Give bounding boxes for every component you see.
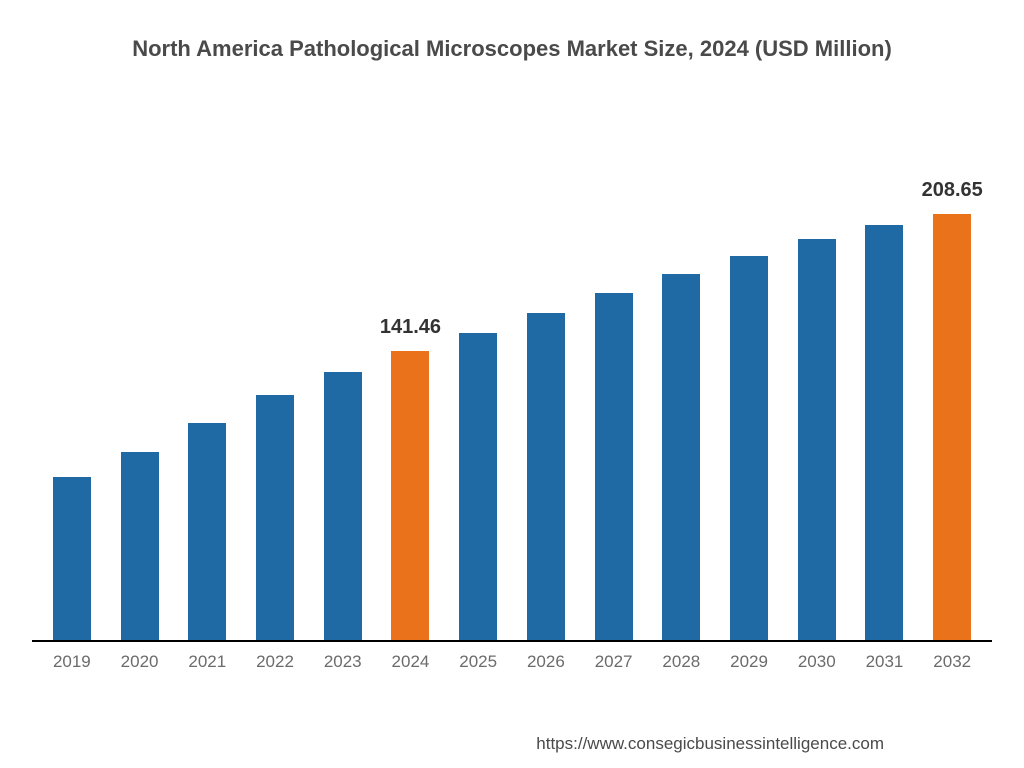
x-axis-label: 2030 xyxy=(783,652,851,672)
x-axis-label: 2021 xyxy=(173,652,241,672)
x-axis-labels: 2019202020212022202320242025202620272028… xyxy=(32,642,992,672)
chart-container: North America Pathological Microscopes M… xyxy=(32,36,992,696)
bar-slot: 141.46 xyxy=(377,112,445,640)
bar xyxy=(527,313,565,640)
bar xyxy=(798,239,836,640)
bar xyxy=(324,372,362,640)
bar xyxy=(391,351,429,640)
x-axis-label: 2025 xyxy=(444,652,512,672)
bar-slot xyxy=(106,112,174,640)
bar-slot xyxy=(783,112,851,640)
bar-slot xyxy=(715,112,783,640)
bar xyxy=(188,423,226,640)
bar-value-label: 208.65 xyxy=(922,179,983,202)
bar xyxy=(865,225,903,640)
bar-slot xyxy=(512,112,580,640)
x-axis-label: 2028 xyxy=(647,652,715,672)
x-axis-label: 2023 xyxy=(309,652,377,672)
x-axis-label: 2032 xyxy=(918,652,986,672)
bar-slot xyxy=(38,112,106,640)
chart-title: North America Pathological Microscopes M… xyxy=(32,36,992,62)
bar xyxy=(121,452,159,640)
source-url: https://www.consegicbusinessintelligence… xyxy=(536,734,884,754)
x-axis-label: 2024 xyxy=(377,652,445,672)
x-axis-label: 2031 xyxy=(851,652,919,672)
bar xyxy=(730,256,768,640)
bar xyxy=(595,293,633,640)
bar xyxy=(53,477,91,640)
bar-slot: 208.65 xyxy=(918,112,986,640)
bar xyxy=(256,395,294,640)
x-axis-label: 2026 xyxy=(512,652,580,672)
bar xyxy=(933,214,971,640)
bar-slot xyxy=(851,112,919,640)
bar-slot xyxy=(444,112,512,640)
x-axis-label: 2020 xyxy=(106,652,174,672)
bar-value-label: 141.46 xyxy=(380,316,441,339)
x-axis-label: 2029 xyxy=(715,652,783,672)
bar-slot xyxy=(309,112,377,640)
bar-slot xyxy=(241,112,309,640)
x-axis-label: 2019 xyxy=(38,652,106,672)
bar-slot xyxy=(173,112,241,640)
bars-row: 141.46 208.65 xyxy=(32,112,992,640)
bar xyxy=(459,333,497,640)
bar xyxy=(662,274,700,640)
bar-slot xyxy=(580,112,648,640)
x-axis-label: 2027 xyxy=(580,652,648,672)
x-axis-label: 2022 xyxy=(241,652,309,672)
bar-slot xyxy=(647,112,715,640)
plot-area: 141.46 208.65 xyxy=(32,112,992,642)
